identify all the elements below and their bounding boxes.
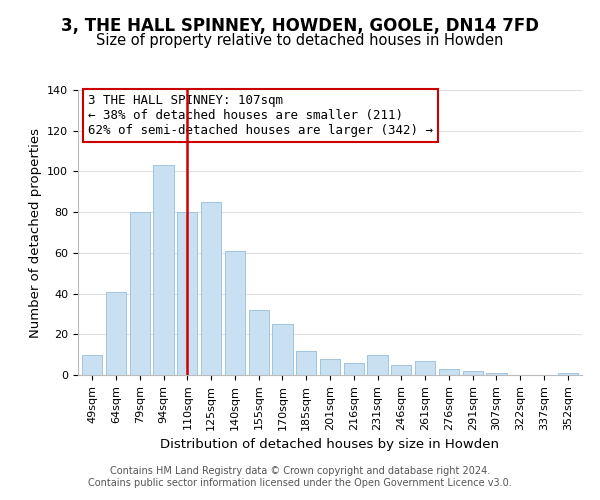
Bar [154, 166, 173, 375]
X-axis label: Distribution of detached houses by size in Howden: Distribution of detached houses by size … [161, 438, 499, 451]
Bar [415, 361, 435, 375]
Bar [201, 202, 221, 375]
Bar [130, 212, 150, 375]
Bar [272, 324, 293, 375]
Bar [463, 371, 483, 375]
Text: Contains HM Land Registry data © Crown copyright and database right 2024.
Contai: Contains HM Land Registry data © Crown c… [88, 466, 512, 487]
Bar [439, 369, 459, 375]
Bar [320, 358, 340, 375]
Bar [367, 354, 388, 375]
Text: 3, THE HALL SPINNEY, HOWDEN, GOOLE, DN14 7FD: 3, THE HALL SPINNEY, HOWDEN, GOOLE, DN14… [61, 18, 539, 36]
Text: Size of property relative to detached houses in Howden: Size of property relative to detached ho… [97, 32, 503, 48]
Bar [177, 212, 197, 375]
Bar [296, 350, 316, 375]
Bar [248, 310, 269, 375]
Y-axis label: Number of detached properties: Number of detached properties [29, 128, 41, 338]
Bar [225, 251, 245, 375]
Bar [557, 373, 578, 375]
Bar [82, 354, 103, 375]
Bar [106, 292, 126, 375]
Bar [344, 363, 364, 375]
Text: 3 THE HALL SPINNEY: 107sqm
← 38% of detached houses are smaller (211)
62% of sem: 3 THE HALL SPINNEY: 107sqm ← 38% of deta… [88, 94, 433, 138]
Bar [391, 365, 412, 375]
Bar [487, 373, 506, 375]
